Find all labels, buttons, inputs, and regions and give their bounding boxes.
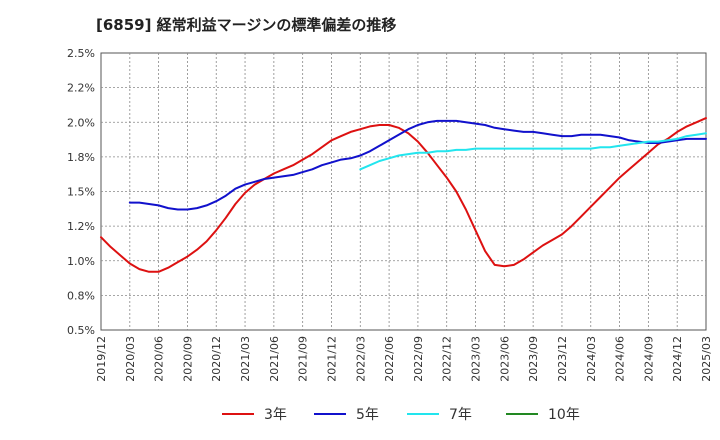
legend-label: 3年 [264,407,287,423]
y-tick-label: 0.8% [67,289,95,302]
y-tick-label: 2.2% [67,82,95,95]
plot-border [100,52,707,331]
axes: 0.5% 0.8% 1.0% 1.2% 1.5% 1.8% 2.0% 2.2% 2.5% 2019… [67,47,713,382]
y-tick-label: 0.5% [67,324,95,337]
x-tick-label: 2022/06 [383,336,396,382]
chart-title: [6859] 経常利益マージンの標準偏差の推移 [96,16,397,34]
x-tick-label: 2024/03 [585,336,598,382]
x-tick-label: 2021/09 [297,336,310,382]
y-tick-label: 1.0% [67,255,95,268]
x-tick-label: 2023/06 [498,336,511,382]
x-tick-label: 2024/12 [671,336,684,382]
x-tick-label: 2022/12 [441,336,454,382]
x-tick-label: 2023/03 [470,336,483,382]
x-tick-label: 2023/09 [527,336,540,382]
x-tick-label: 2020/12 [210,336,223,382]
legend-label: 10年 [548,407,580,423]
y-tick-label: 2.0% [67,116,95,129]
series-line [100,117,707,273]
grid [100,52,707,331]
series-line [359,132,707,171]
x-tick-label: 2021/12 [325,336,338,382]
series-line [128,119,707,211]
x-tick-label: 2019/12 [95,336,108,382]
x-tick-label: 2022/09 [412,336,425,382]
x-tick-label: 2020/09 [181,336,194,382]
x-tick-label: 2024/09 [642,336,655,382]
x-tick-label: 2021/03 [239,336,252,382]
x-tick-label: 2020/03 [124,336,137,382]
y-tick-label: 1.2% [67,220,95,233]
y-tick-label: 2.5% [67,47,95,60]
legend-label: 5年 [356,407,379,423]
legend: 3年 5年 7年 10年 [222,407,580,423]
x-tick-label: 2022/03 [354,336,367,382]
x-tick-label: 2024/06 [614,336,627,382]
y-tick-label: 1.5% [67,186,95,199]
x-tick-label: 2023/12 [556,336,569,382]
legend-label: 7年 [449,407,472,423]
x-tick-label: 2021/06 [268,336,281,382]
x-tick-label: 2020/06 [153,336,166,382]
x-tick-label: 2025/03 [700,336,713,382]
series-lines [100,117,707,273]
y-tick-label: 1.8% [67,151,95,164]
